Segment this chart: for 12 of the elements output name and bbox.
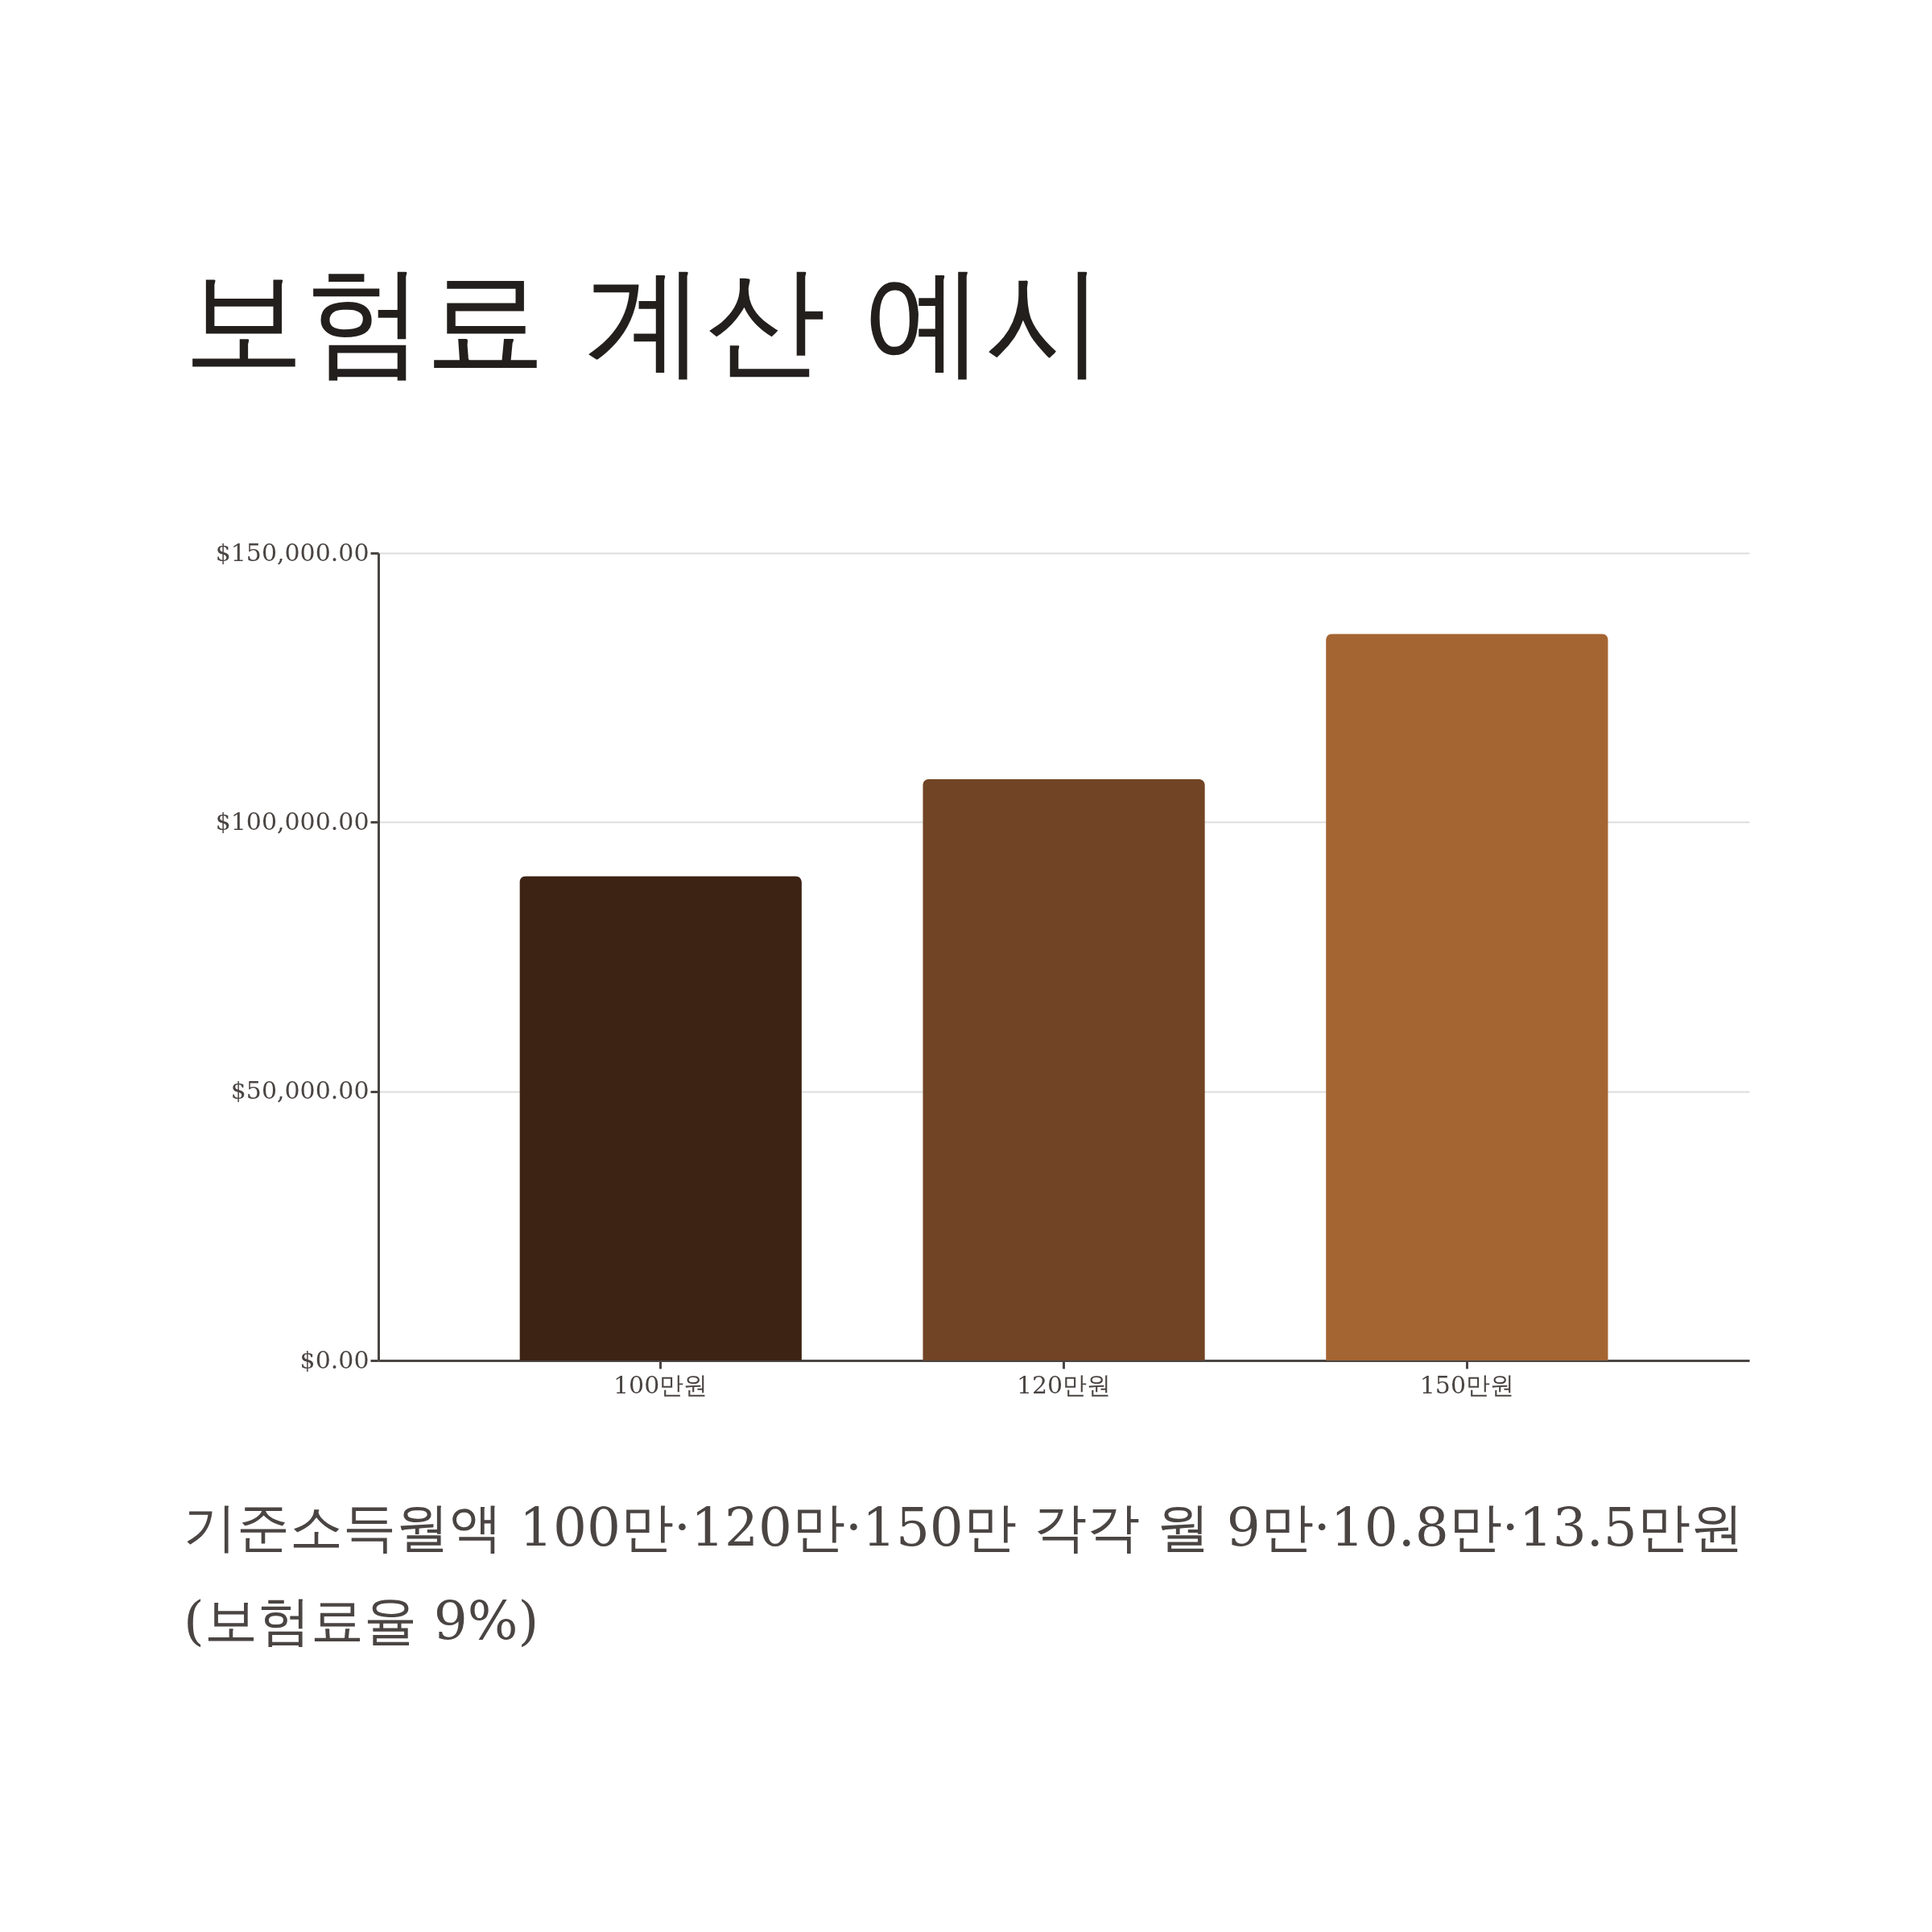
y-tick-label: $150,000.00 (215, 538, 369, 567)
bar (519, 876, 802, 1360)
bar (923, 778, 1205, 1360)
y-tick-label: $50,000.00 (230, 1076, 369, 1105)
bar (1326, 634, 1608, 1360)
y-tick-label: $0.00 (299, 1345, 369, 1374)
x-tick-label: 100만원 (613, 1370, 708, 1399)
x-tick-label: 120만원 (1016, 1370, 1112, 1399)
y-tick-label: $100,000.00 (215, 807, 369, 836)
text: 기준소득월액 100만·120만·150만 각각 월 9만·10.8만·13.5만원(보험료율 9%) (184, 1496, 1744, 1653)
chart-title: 보험료 계산 예시 (184, 250, 1106, 392)
x-tick-label: 150만원 (1419, 1370, 1515, 1399)
